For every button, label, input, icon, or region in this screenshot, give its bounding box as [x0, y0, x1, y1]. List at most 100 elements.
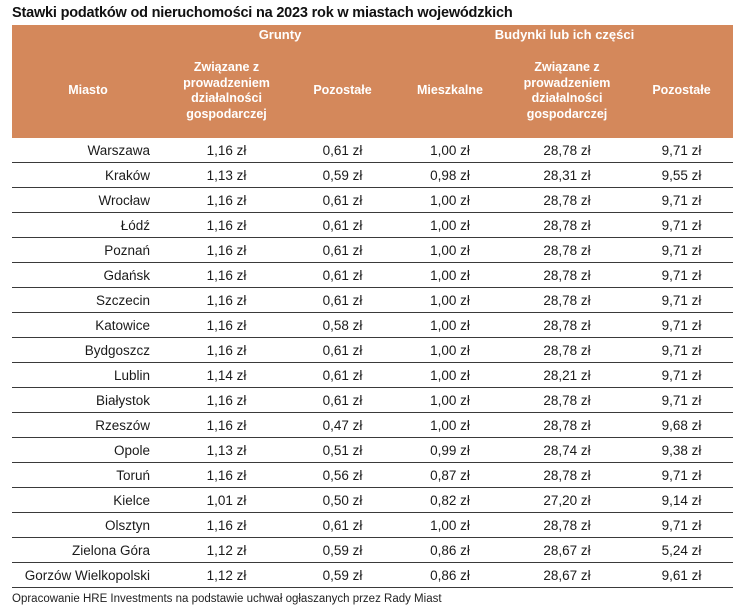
cell-grunty-dzialalnosc: 1,16 zł [164, 412, 289, 438]
cell-budynki-mieszkalne: 1,00 zł [396, 262, 504, 288]
column-header-budynki-mieszkalne: Mieszkalne [396, 44, 504, 138]
cell-grunty-dzialalnosc: 1,16 zł [164, 462, 289, 488]
cell-budynki-mieszkalne: 1,00 zł [396, 237, 504, 263]
table-row: Lublin 1,14 zł 0,61 zł 1,00 zł 28,21 zł 9,71 … [12, 362, 734, 388]
table-row: Białystok 1,16 zł 0,61 zł 1,00 zł 28,78 zł 9,… [12, 387, 734, 413]
cell-grunty-dzialalnosc: 1,01 zł [164, 487, 289, 513]
cell-grunty-pozostale: 0,61 zł [289, 362, 396, 388]
cell-grunty-pozostale: 0,61 zł [289, 138, 396, 163]
cell-budynki-dzialalnosc: 28,78 zł [504, 287, 630, 313]
cell-budynki-mieszkalne: 0,86 zł [396, 562, 504, 588]
cell-grunty-pozostale: 0,59 zł [289, 537, 396, 563]
cell-budynki-dzialalnosc: 28,31 zł [504, 162, 630, 188]
cell-city: Szczecin [12, 287, 164, 313]
column-header-grunty-pozostale: Pozostałe [289, 44, 396, 138]
cell-city: Katowice [12, 312, 164, 338]
cell-grunty-dzialalnosc: 1,16 zł [164, 138, 289, 163]
cell-grunty-dzialalnosc: 1,16 zł [164, 337, 289, 363]
cell-grunty-pozostale: 0,47 zł [289, 412, 396, 438]
table-row: Zielona Góra 1,12 zł 0,59 zł 0,86 zł 28,67 z… [12, 537, 734, 563]
column-header-miasto: Miasto [12, 44, 164, 138]
property-tax-table: Grunty Budynki lub ich części Miasto Zwi… [12, 25, 734, 588]
cell-grunty-pozostale: 0,61 zł [289, 187, 396, 213]
cell-budynki-pozostale: 9,71 zł [630, 512, 734, 538]
cell-grunty-dzialalnosc: 1,16 zł [164, 237, 289, 263]
cell-budynki-pozostale: 9,71 zł [630, 287, 734, 313]
cell-budynki-pozostale: 9,14 zł [630, 487, 734, 513]
cell-grunty-pozostale: 0,61 zł [289, 212, 396, 238]
cell-budynki-dzialalnosc: 28,78 zł [504, 212, 630, 238]
cell-budynki-pozostale: 9,61 zł [630, 562, 734, 588]
cell-city: Rzeszów [12, 412, 164, 438]
cell-grunty-dzialalnosc: 1,16 zł [164, 312, 289, 338]
cell-budynki-mieszkalne: 0,87 zł [396, 462, 504, 488]
cell-city: Kraków [12, 162, 164, 188]
table-row: Kielce 1,01 zł 0,50 zł 0,82 zł 27,20 zł 9,14 … [12, 487, 734, 513]
cell-grunty-dzialalnosc: 1,16 zł [164, 387, 289, 413]
cell-budynki-pozostale: 9,71 zł [630, 187, 734, 213]
cell-grunty-pozostale: 0,58 zł [289, 312, 396, 338]
cell-city: Gdańsk [12, 262, 164, 288]
header-column-row: Miasto Związane z prowadzeniem działalno… [12, 44, 734, 138]
table-row: Kraków 1,13 zł 0,59 zł 0,98 zł 28,31 zł 9,55 … [12, 162, 734, 188]
table-container: Grunty Budynki lub ich części Miasto Zwi… [12, 25, 734, 588]
cell-budynki-pozostale: 9,71 zł [630, 387, 734, 413]
cell-budynki-dzialalnosc: 28,78 zł [504, 138, 630, 163]
table-row: Rzeszów 1,16 zł 0,47 zł 1,00 zł 28,78 zł 9,68… [12, 412, 734, 438]
cell-budynki-pozostale: 9,38 zł [630, 437, 734, 463]
cell-grunty-dzialalnosc: 1,16 zł [164, 287, 289, 313]
cell-city: Bydgoszcz [12, 337, 164, 363]
cell-budynki-mieszkalne: 0,99 zł [396, 437, 504, 463]
cell-budynki-mieszkalne: 0,98 zł [396, 162, 504, 188]
cell-budynki-pozostale: 9,71 zł [630, 462, 734, 488]
header-group-grunty: Grunty [164, 25, 396, 44]
cell-budynki-dzialalnosc: 28,78 zł [504, 512, 630, 538]
cell-grunty-pozostale: 0,51 zł [289, 437, 396, 463]
cell-budynki-pozostale: 9,71 zł [630, 312, 734, 338]
cell-budynki-mieszkalne: 1,00 zł [396, 138, 504, 163]
cell-city: Poznań [12, 237, 164, 263]
cell-grunty-dzialalnosc: 1,12 zł [164, 537, 289, 563]
cell-budynki-mieszkalne: 0,86 zł [396, 537, 504, 563]
cell-grunty-pozostale: 0,61 zł [289, 512, 396, 538]
table-row: Gdańsk 1,16 zł 0,61 zł 1,00 zł 28,78 zł 9,71 … [12, 262, 734, 288]
cell-budynki-mieszkalne: 0,82 zł [396, 487, 504, 513]
cell-budynki-mieszkalne: 1,00 zł [396, 362, 504, 388]
table-row: Bydgoszcz 1,16 zł 0,61 zł 1,00 zł 28,78 zł 9,… [12, 337, 734, 363]
cell-budynki-pozostale: 5,24 zł [630, 537, 734, 563]
cell-grunty-dzialalnosc: 1,13 zł [164, 437, 289, 463]
cell-city: Wrocław [12, 187, 164, 213]
table-header: Grunty Budynki lub ich części Miasto Zwi… [12, 25, 734, 138]
cell-budynki-dzialalnosc: 28,21 zł [504, 362, 630, 388]
cell-grunty-pozostale: 0,59 zł [289, 562, 396, 588]
cell-city: Lublin [12, 362, 164, 388]
cell-grunty-dzialalnosc: 1,13 zł [164, 162, 289, 188]
cell-budynki-dzialalnosc: 28,78 zł [504, 237, 630, 263]
header-group-blank [12, 25, 164, 44]
cell-grunty-pozostale: 0,59 zł [289, 162, 396, 188]
cell-grunty-pozostale: 0,50 zł [289, 487, 396, 513]
cell-budynki-pozostale: 9,71 zł [630, 362, 734, 388]
table-row: Opole 1,13 zł 0,51 zł 0,99 zł 28,74 zł 9,38 z… [12, 437, 734, 463]
cell-grunty-pozostale: 0,61 zł [289, 337, 396, 363]
cell-budynki-mieszkalne: 1,00 zł [396, 512, 504, 538]
cell-budynki-dzialalnosc: 28,74 zł [504, 437, 630, 463]
cell-budynki-mieszkalne: 1,00 zł [396, 212, 504, 238]
cell-budynki-dzialalnosc: 28,78 zł [504, 312, 630, 338]
cell-budynki-mieszkalne: 1,00 zł [396, 287, 504, 313]
header-group-budynki: Budynki lub ich części [396, 25, 734, 44]
cell-grunty-pozostale: 0,56 zł [289, 462, 396, 488]
cell-city: Łódź [12, 212, 164, 238]
cell-budynki-mieszkalne: 1,00 zł [396, 387, 504, 413]
cell-budynki-mieszkalne: 1,00 zł [396, 412, 504, 438]
cell-budynki-dzialalnosc: 28,78 zł [504, 337, 630, 363]
table-row: Gorzów Wielkopolski 1,12 zł 0,59 zł 0,86 zł… [12, 562, 734, 588]
cell-city: Olsztyn [12, 512, 164, 538]
cell-city: Gorzów Wielkopolski [12, 562, 164, 588]
cell-budynki-dzialalnosc: 28,78 zł [504, 387, 630, 413]
cell-city: Zielona Góra [12, 537, 164, 563]
table-body: Warszawa 1,16 zł 0,61 zł 1,00 zł 28,78 zł 9,7… [12, 138, 734, 588]
table-row: Szczecin 1,16 zł 0,61 zł 1,00 zł 28,78 zł 9,7… [12, 287, 734, 313]
page-title: Stawki podatków od nieruchomości na 2023… [12, 5, 513, 21]
